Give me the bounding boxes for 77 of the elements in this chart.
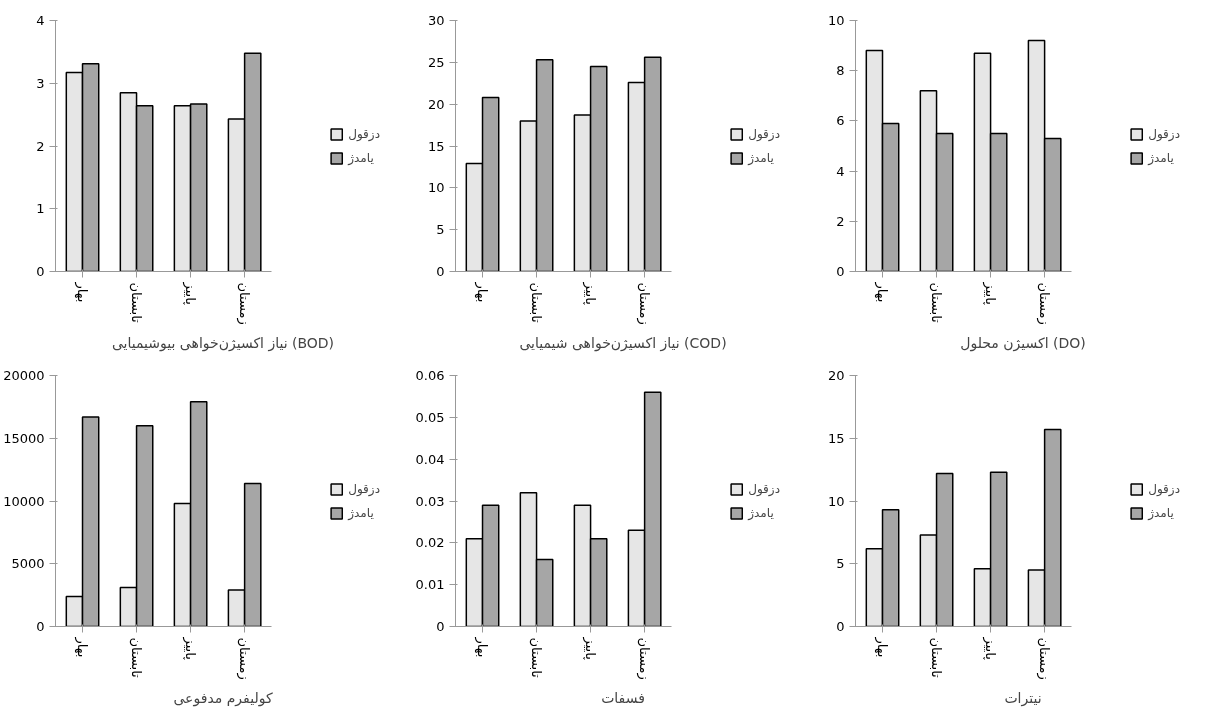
x-tick-label: زمستان <box>1036 282 1053 325</box>
y-tick-label: 20 <box>827 368 845 383</box>
y-tick-label: 5 <box>436 222 445 238</box>
x-tick-label: پاییز <box>982 281 999 306</box>
x-tick-label: تابستان <box>129 282 145 324</box>
x-tick-label: زمستان <box>1036 637 1053 680</box>
text: کولیفرم مدفوعی <box>173 689 273 707</box>
x-tick-label: زمستان <box>636 282 653 325</box>
x-tick-label: پاییز <box>582 636 599 661</box>
y-tick-label: 0.05 <box>415 409 445 425</box>
y-tick-label: 0 <box>836 619 845 634</box>
x-tick-label: زمستان <box>236 282 253 325</box>
x-tick-label: تابستان <box>929 282 945 324</box>
y-tick-label: 10 <box>427 180 445 196</box>
y-tick-label: 0 <box>436 264 445 279</box>
x-tick-label: بهار <box>474 636 491 658</box>
x-tick-label: زمستان <box>236 637 253 680</box>
x-tick-label: بهار <box>474 281 491 303</box>
y-tick-label: 0.04 <box>415 451 445 467</box>
x-tick-label: تابستان <box>529 282 545 324</box>
x-tick-label: بهار <box>874 281 891 303</box>
y-tick-label: 10 <box>827 13 845 28</box>
x-tick-label: زمستان <box>636 637 653 680</box>
text: نیاز اکسیژن‌خواهی شیمیایی (COD) <box>519 334 727 352</box>
y-tick-label: 25 <box>427 54 445 70</box>
y-tick-label: 0.03 <box>415 493 445 509</box>
y-tick-label: 15000 <box>3 430 45 446</box>
x-tick-label: پاییز <box>182 636 199 661</box>
x-tick-label: بهار <box>74 636 91 658</box>
y-tick-label: 3 <box>36 75 45 91</box>
y-tick-label: 5000 <box>11 556 45 572</box>
legend-label: یامدژ <box>348 505 374 520</box>
y-tick-label: 6 <box>836 113 845 129</box>
x-tick-label: تابستان <box>529 637 545 679</box>
legend-label: دزقول <box>748 126 780 141</box>
y-tick-label: 15 <box>427 138 445 154</box>
legend-label: یامدژ <box>1148 150 1174 165</box>
y-tick-label: 2 <box>36 138 45 154</box>
legend-label: دزقول <box>348 481 380 496</box>
y-tick-label: 5 <box>836 556 845 572</box>
legend-label: یامدژ <box>748 150 774 165</box>
legend-label: دزقول <box>1148 126 1180 141</box>
y-tick-label: 0 <box>36 619 45 634</box>
legend-label: دزقول <box>748 481 780 496</box>
x-tick-label: بهار <box>874 636 891 658</box>
y-tick-label: 0 <box>36 264 45 279</box>
text: نیترات <box>1004 689 1042 707</box>
legend-label: دزقول <box>348 126 380 141</box>
text: فسفات <box>601 689 645 706</box>
y-tick-label: 20 <box>427 96 445 112</box>
y-tick-label: 0 <box>836 264 845 279</box>
x-tick-label: تابستان <box>929 637 945 679</box>
y-tick-label: 0.06 <box>415 368 445 383</box>
y-tick-label: 4 <box>36 13 45 28</box>
legend-label: یامدژ <box>1148 505 1174 520</box>
x-tick-label: پاییز <box>182 281 199 306</box>
text: اکسیژن محلول (DO) <box>960 334 1086 352</box>
text: نیاز اکسیژن‌خواهی بیوشیمیایی (BOD) <box>111 334 335 352</box>
y-tick-label: 10000 <box>3 493 45 509</box>
x-tick-label: بهار <box>74 281 91 303</box>
y-tick-label: 1 <box>36 201 45 217</box>
x-tick-label: تابستان <box>129 637 145 679</box>
y-tick-label: 0.01 <box>415 577 445 593</box>
y-tick-label: 8 <box>836 63 845 79</box>
y-tick-label: 20000 <box>3 368 45 383</box>
y-tick-label: 10 <box>827 493 845 509</box>
legend-label: یامدژ <box>348 150 374 165</box>
y-tick-label: 0.02 <box>415 535 445 551</box>
y-tick-label: 30 <box>427 13 445 28</box>
legend-label: دزقول <box>1148 481 1180 496</box>
y-tick-label: 2 <box>836 213 845 229</box>
y-tick-label: 15 <box>827 430 845 446</box>
y-tick-label: 0 <box>436 619 445 634</box>
y-tick-label: 4 <box>836 163 845 179</box>
x-tick-label: پاییز <box>982 636 999 661</box>
legend-label: یامدژ <box>748 505 774 520</box>
x-tick-label: پاییز <box>582 281 599 306</box>
